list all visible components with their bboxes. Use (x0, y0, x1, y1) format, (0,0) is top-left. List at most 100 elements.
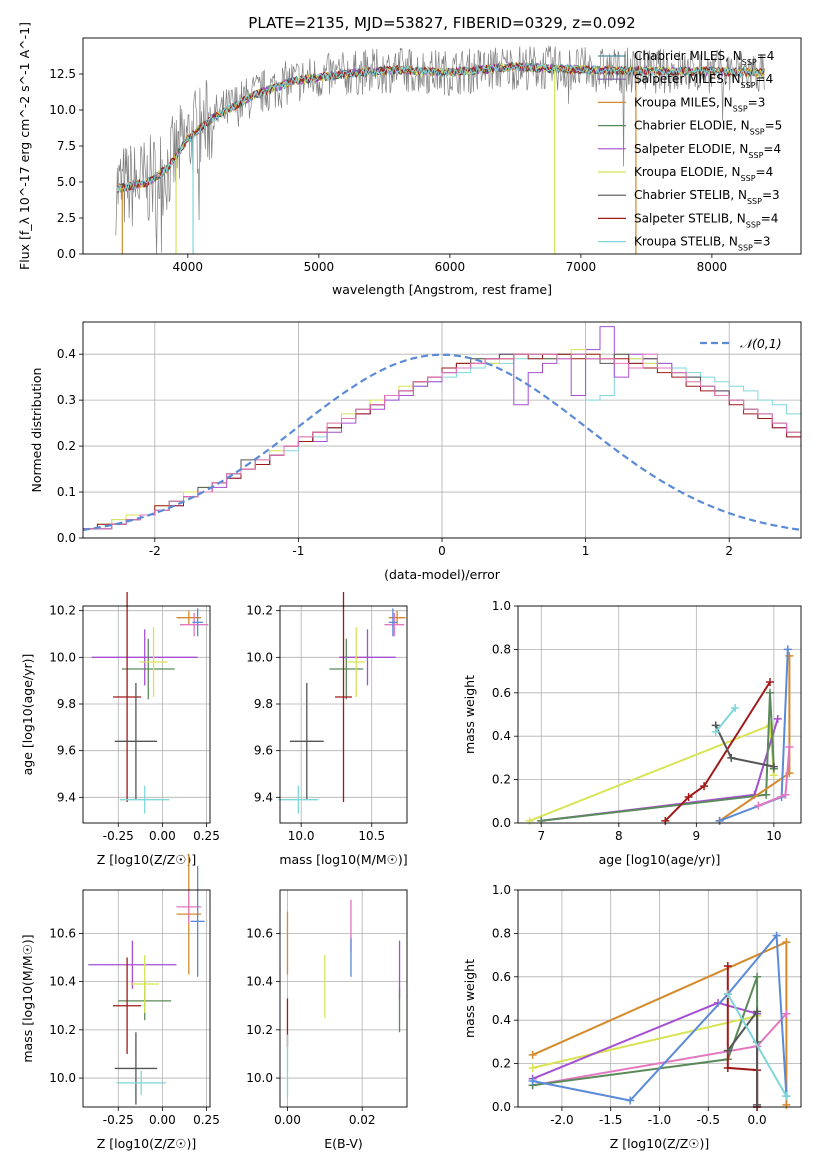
y-tick-label: 0.6 (492, 686, 511, 700)
y-tick-label: 0.4 (57, 347, 76, 361)
y-tick-label: 1.0 (492, 599, 511, 613)
legend-label: Kroupa MILES, NSSP=3 (634, 95, 765, 113)
x-axis-label: Z [log10(Z/Z☉)] (97, 1136, 197, 1151)
y-tick-label: 0.6 (492, 970, 511, 984)
y-tick-label: 0.2 (57, 439, 76, 453)
age-vs-mass-panel: 10.0 10.5 9.4 9.6 9.8 10.0 10.2 mass [log10(M/M… (246, 592, 408, 867)
x-tick-label: 10 (766, 829, 781, 843)
weight-marker (783, 645, 792, 654)
legend-label: Kroupa ELODIE, NSSP=4 (634, 165, 773, 183)
mass-weight-vs-age-panel: 7 8 9 10 0.0 0.2 0.4 0.6 0.8 1.0 age [log10(age/yr… (462, 599, 802, 867)
legend-label: Salpeter STELIB, NSSP=4 (634, 211, 778, 229)
weight-marker (769, 762, 778, 771)
y-tick-label: 0.8 (492, 642, 511, 656)
residual-histogram-panel: -2 -1 0 1 2 0.0 0.1 0.2 0.3 0.4 (data-model)/error… (29, 321, 802, 582)
x-axis-label: wavelength [Angstrom, rest frame] (332, 282, 552, 297)
x-tick-label: 4000 (173, 260, 204, 274)
y-axis-label: age [log10(age/yr)] (20, 654, 35, 776)
histogram-step-line (83, 353, 801, 530)
weight-series-line (532, 1001, 759, 1107)
y-tick-label: 0.2 (492, 1057, 511, 1071)
y-tick-label: 0.1 (57, 485, 76, 499)
x-tick-label: 0.00 (149, 829, 176, 843)
x-axis-label: age [log10(age/yr)] (599, 852, 721, 867)
y-axis-label: mass [log10(M/M☉)] (20, 934, 35, 1062)
weight-marker (723, 1046, 732, 1055)
y-tick-label: 1.0 (492, 883, 511, 897)
weight-marker (661, 816, 670, 825)
weight-marker (525, 816, 534, 825)
y-tick-label: 10.2 (49, 1023, 76, 1037)
y-axis-label: mass weight (462, 959, 477, 1038)
weight-marker (684, 792, 693, 801)
weight-marker (626, 1096, 635, 1105)
legend-label: Salpeter ELODIE, NSSP=4 (634, 142, 781, 160)
x-tick-label: 0.0 (748, 1113, 767, 1127)
weight-marker (753, 972, 762, 981)
age-vs-metallicity-panel: -0.25 0.00 0.25 9.4 9.6 9.8 10.0 10.2 Z [log10(Z… (20, 592, 220, 867)
x-tick-label: -0.25 (103, 829, 134, 843)
x-tick-label: 0.25 (193, 829, 220, 843)
y-tick-label: 0.0 (57, 531, 76, 545)
x-tick-label: 0.00 (274, 1113, 301, 1127)
weight-marker (785, 743, 794, 752)
x-tick-label: -2 (149, 544, 161, 558)
model-spectrum-line (116, 62, 765, 193)
weight-marker (753, 1100, 762, 1109)
x-tick-label: 5000 (304, 260, 335, 274)
y-tick-label: 10.2 (49, 604, 76, 618)
y-tick-label: 0.3 (57, 393, 76, 407)
x-tick-label: 10.5 (358, 829, 385, 843)
x-tick-label: 0 (438, 544, 446, 558)
x-tick-label: 0.02 (349, 1113, 376, 1127)
axes-frame (517, 605, 802, 824)
y-axis-label: Flux [f_λ 10^-17 erg cm^-2 s^-1 A^-1] (17, 22, 32, 270)
weight-marker (782, 1100, 791, 1109)
weight-marker (754, 801, 763, 810)
x-tick-label: -0.5 (697, 1113, 720, 1127)
y-axis-label: mass weight (462, 675, 477, 754)
y-tick-label: 10.6 (49, 926, 76, 940)
weight-marker (772, 931, 781, 940)
y-tick-label: 0.0 (492, 1100, 511, 1114)
x-axis-label: (data-model)/error (384, 567, 501, 582)
x-axis-label: mass [log10(M/M☉)] (279, 852, 407, 867)
axes-frame (279, 605, 408, 824)
weight-marker (762, 790, 771, 799)
weight-marker (773, 714, 782, 723)
x-tick-label: 8000 (697, 260, 728, 274)
x-tick-label: -0.25 (103, 1113, 134, 1127)
mass-weight-vs-metallicity-panel: -2.0 -1.5 -1.0 -0.5 0.0 0.0 0.2 0.4 0.6 0.8 1.0 Z [… (462, 883, 802, 1151)
x-axis-label: E(B-V) (324, 1136, 363, 1151)
histogram-step-line (83, 326, 801, 530)
y-tick-label: 0.4 (492, 729, 511, 743)
weight-marker (782, 938, 791, 947)
y-tick-label: 10.0 (49, 1071, 76, 1085)
y-tick-label: 0.2 (492, 773, 511, 787)
weight-marker (715, 816, 724, 825)
axes-frame (517, 889, 802, 1108)
y-tick-label: 9.6 (254, 744, 273, 758)
y-tick-label: 5.0 (57, 175, 76, 189)
weight-marker (731, 703, 740, 712)
axes-frame (279, 889, 408, 1108)
histogram-step-line (83, 353, 801, 530)
x-tick-label: 9 (693, 829, 701, 843)
weight-marker (723, 1063, 732, 1072)
weight-marker (765, 688, 774, 697)
histogram-step-line (83, 353, 801, 530)
y-tick-label: 10.4 (49, 975, 76, 989)
legend-label: Chabrier STELIB, NSSP=3 (634, 188, 780, 206)
x-tick-label: -1.0 (648, 1113, 671, 1127)
y-tick-label: 9.8 (57, 697, 76, 711)
weight-marker (765, 677, 774, 686)
y-tick-label: 12.5 (49, 67, 76, 81)
x-tick-label: 1 (582, 544, 590, 558)
x-tick-label: 7 (537, 829, 545, 843)
x-tick-label: -1 (292, 544, 304, 558)
weight-series-line (532, 1014, 759, 1107)
weight-series-line (719, 655, 791, 822)
weight-marker (711, 727, 720, 736)
y-tick-label: 2.5 (57, 211, 76, 225)
weight-marker (700, 782, 709, 791)
